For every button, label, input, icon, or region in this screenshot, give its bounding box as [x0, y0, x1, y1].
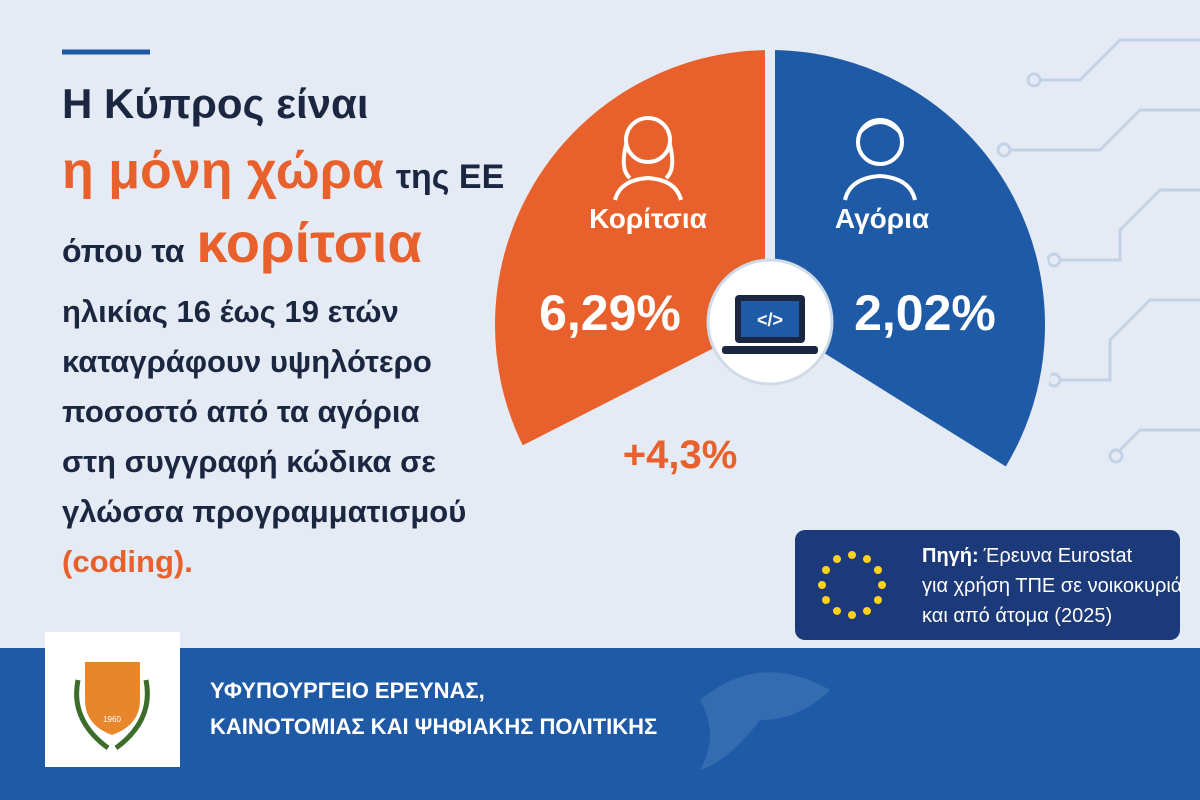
dove-watermark — [700, 672, 830, 770]
boys-value: 2,02% — [854, 285, 996, 341]
eu-star — [822, 566, 831, 574]
headline-line: η μόνη χώρα της ΕΕ — [62, 142, 504, 200]
headline-line: Η Κύπρος είναι — [62, 80, 369, 127]
body-line: ποσοστό από τα αγόρια — [62, 394, 420, 429]
body-line: ηλικίας 16 έως 19 ετών — [62, 294, 399, 329]
headline-line: όπου τα κορίτσια — [62, 211, 422, 274]
eu-star — [818, 581, 826, 589]
source-text: και από άτομα (2025) — [922, 605, 1112, 627]
eu-star — [863, 606, 871, 615]
laptop-icon: </> — [722, 295, 818, 354]
icon-text: </> — [757, 310, 783, 330]
eu-star — [822, 596, 831, 604]
boy-icon — [843, 118, 917, 201]
boys-label: Αγόρια — [835, 203, 929, 234]
girls-label: Κορίτσια — [589, 203, 707, 234]
boys-segment — [765, 39, 1055, 481]
eu-star — [833, 555, 841, 564]
headline-text: της ΕΕ — [396, 158, 504, 196]
source-label: Πηγή: — [922, 545, 979, 567]
source-box — [795, 530, 1180, 640]
girls-segment — [485, 39, 775, 459]
eu-star — [863, 555, 871, 564]
source-text: Έρευνα Eurostat — [983, 545, 1133, 567]
body-line: γλώσσα προγραμματισμού — [62, 494, 466, 529]
eu-star — [848, 551, 856, 559]
highlight: (coding). — [62, 544, 193, 579]
eu-stars — [818, 551, 886, 619]
eu-star — [873, 596, 882, 604]
difference: +4,3% — [623, 433, 738, 477]
eu-star — [873, 566, 882, 574]
emblem-year: 1960 — [103, 715, 121, 724]
highlight: κορίτσια — [196, 211, 422, 274]
source-text: για χρήση ΤΠΕ σε νοικοκυριά — [922, 575, 1182, 597]
eu-star — [848, 611, 856, 619]
emblem: 1960 — [74, 662, 150, 751]
body-line: καταγράφουν υψηλότερο — [62, 344, 432, 379]
eu-star — [878, 581, 886, 589]
headline-text: όπου τα — [62, 233, 185, 269]
ministry-name: ΚΑΙΝΟΤΟΜΙΑΣ ΚΑΙ ΨΗΦΙΑΚΗΣ ΠΟΛΙΤΙΚΗΣ — [210, 714, 657, 739]
footer-band — [0, 648, 1200, 800]
highlight: η μόνη χώρα — [62, 142, 384, 200]
girls-value: 6,29% — [539, 285, 681, 341]
eu-star — [833, 606, 841, 615]
girl-icon — [613, 116, 683, 201]
source-line: Πηγή: Έρευνα Eurostat — [922, 545, 1133, 567]
body-text: ηλικίας 16 έως 19 ετών καταγράφουν υψηλότ… — [62, 294, 466, 529]
ministry-name: ΥΦΥΠΟΥΡΓΕΙΟ ΕΡΕΥΝΑΣ, — [210, 678, 485, 703]
body-line: στη συγγραφή κώδικα σε — [62, 444, 436, 479]
